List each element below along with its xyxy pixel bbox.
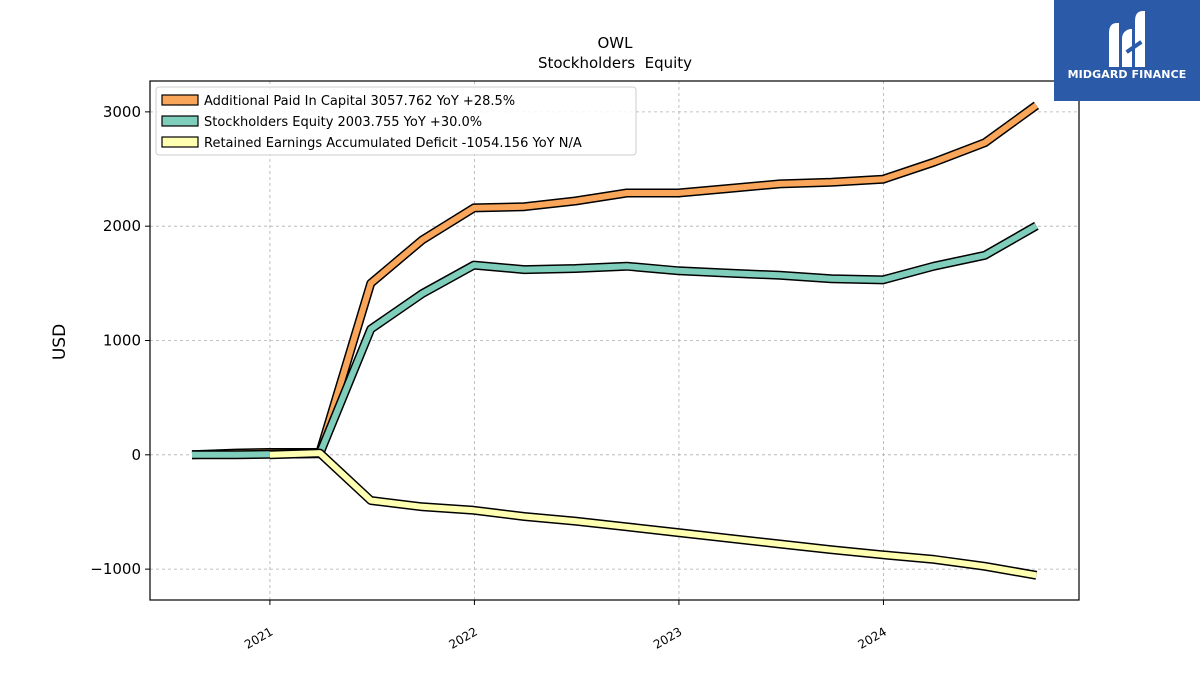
legend-swatch xyxy=(161,115,199,127)
x-tick-label: 2024 xyxy=(855,624,888,651)
x-tick-label: 2023 xyxy=(651,624,684,651)
midgard-finance-logo: MIDGARD FINANCE xyxy=(1054,0,1200,101)
series-line xyxy=(191,102,1039,458)
series-0 xyxy=(191,101,1040,460)
chart-title: OWL xyxy=(598,34,634,52)
series-line-outline xyxy=(191,101,1040,460)
series-lines xyxy=(191,101,1040,580)
legend: Additional Paid In Capital 3057.762 YoY … xyxy=(155,86,637,156)
legend-swatch xyxy=(161,94,199,106)
midgard-logo-icon xyxy=(1109,11,1145,67)
y-tick-label: 2000 xyxy=(103,217,141,235)
legend-box xyxy=(155,86,637,156)
x-tick-label: 2021 xyxy=(242,624,275,651)
legend-label: Retained Earnings Accumulated Deficit -1… xyxy=(204,136,582,151)
legend-swatch xyxy=(161,136,199,148)
y-tick-label: 3000 xyxy=(103,103,141,121)
y-tick-label: −1000 xyxy=(90,560,141,578)
series-line xyxy=(269,450,1037,579)
logo-text: MIDGARD FINANCE xyxy=(1067,68,1187,81)
y-tick-label: 0 xyxy=(131,446,141,464)
series-2 xyxy=(269,448,1038,580)
chart-subtitle: Stockholders Equity xyxy=(538,54,692,72)
x-tick-label: 2022 xyxy=(446,624,479,651)
legend-label: Stockholders Equity 2003.755 YoY +30.0% xyxy=(204,115,482,130)
y-axis-label: USD xyxy=(50,324,70,360)
y-tick-label: 1000 xyxy=(103,332,141,350)
legend-label: Additional Paid In Capital 3057.762 YoY … xyxy=(204,94,515,109)
